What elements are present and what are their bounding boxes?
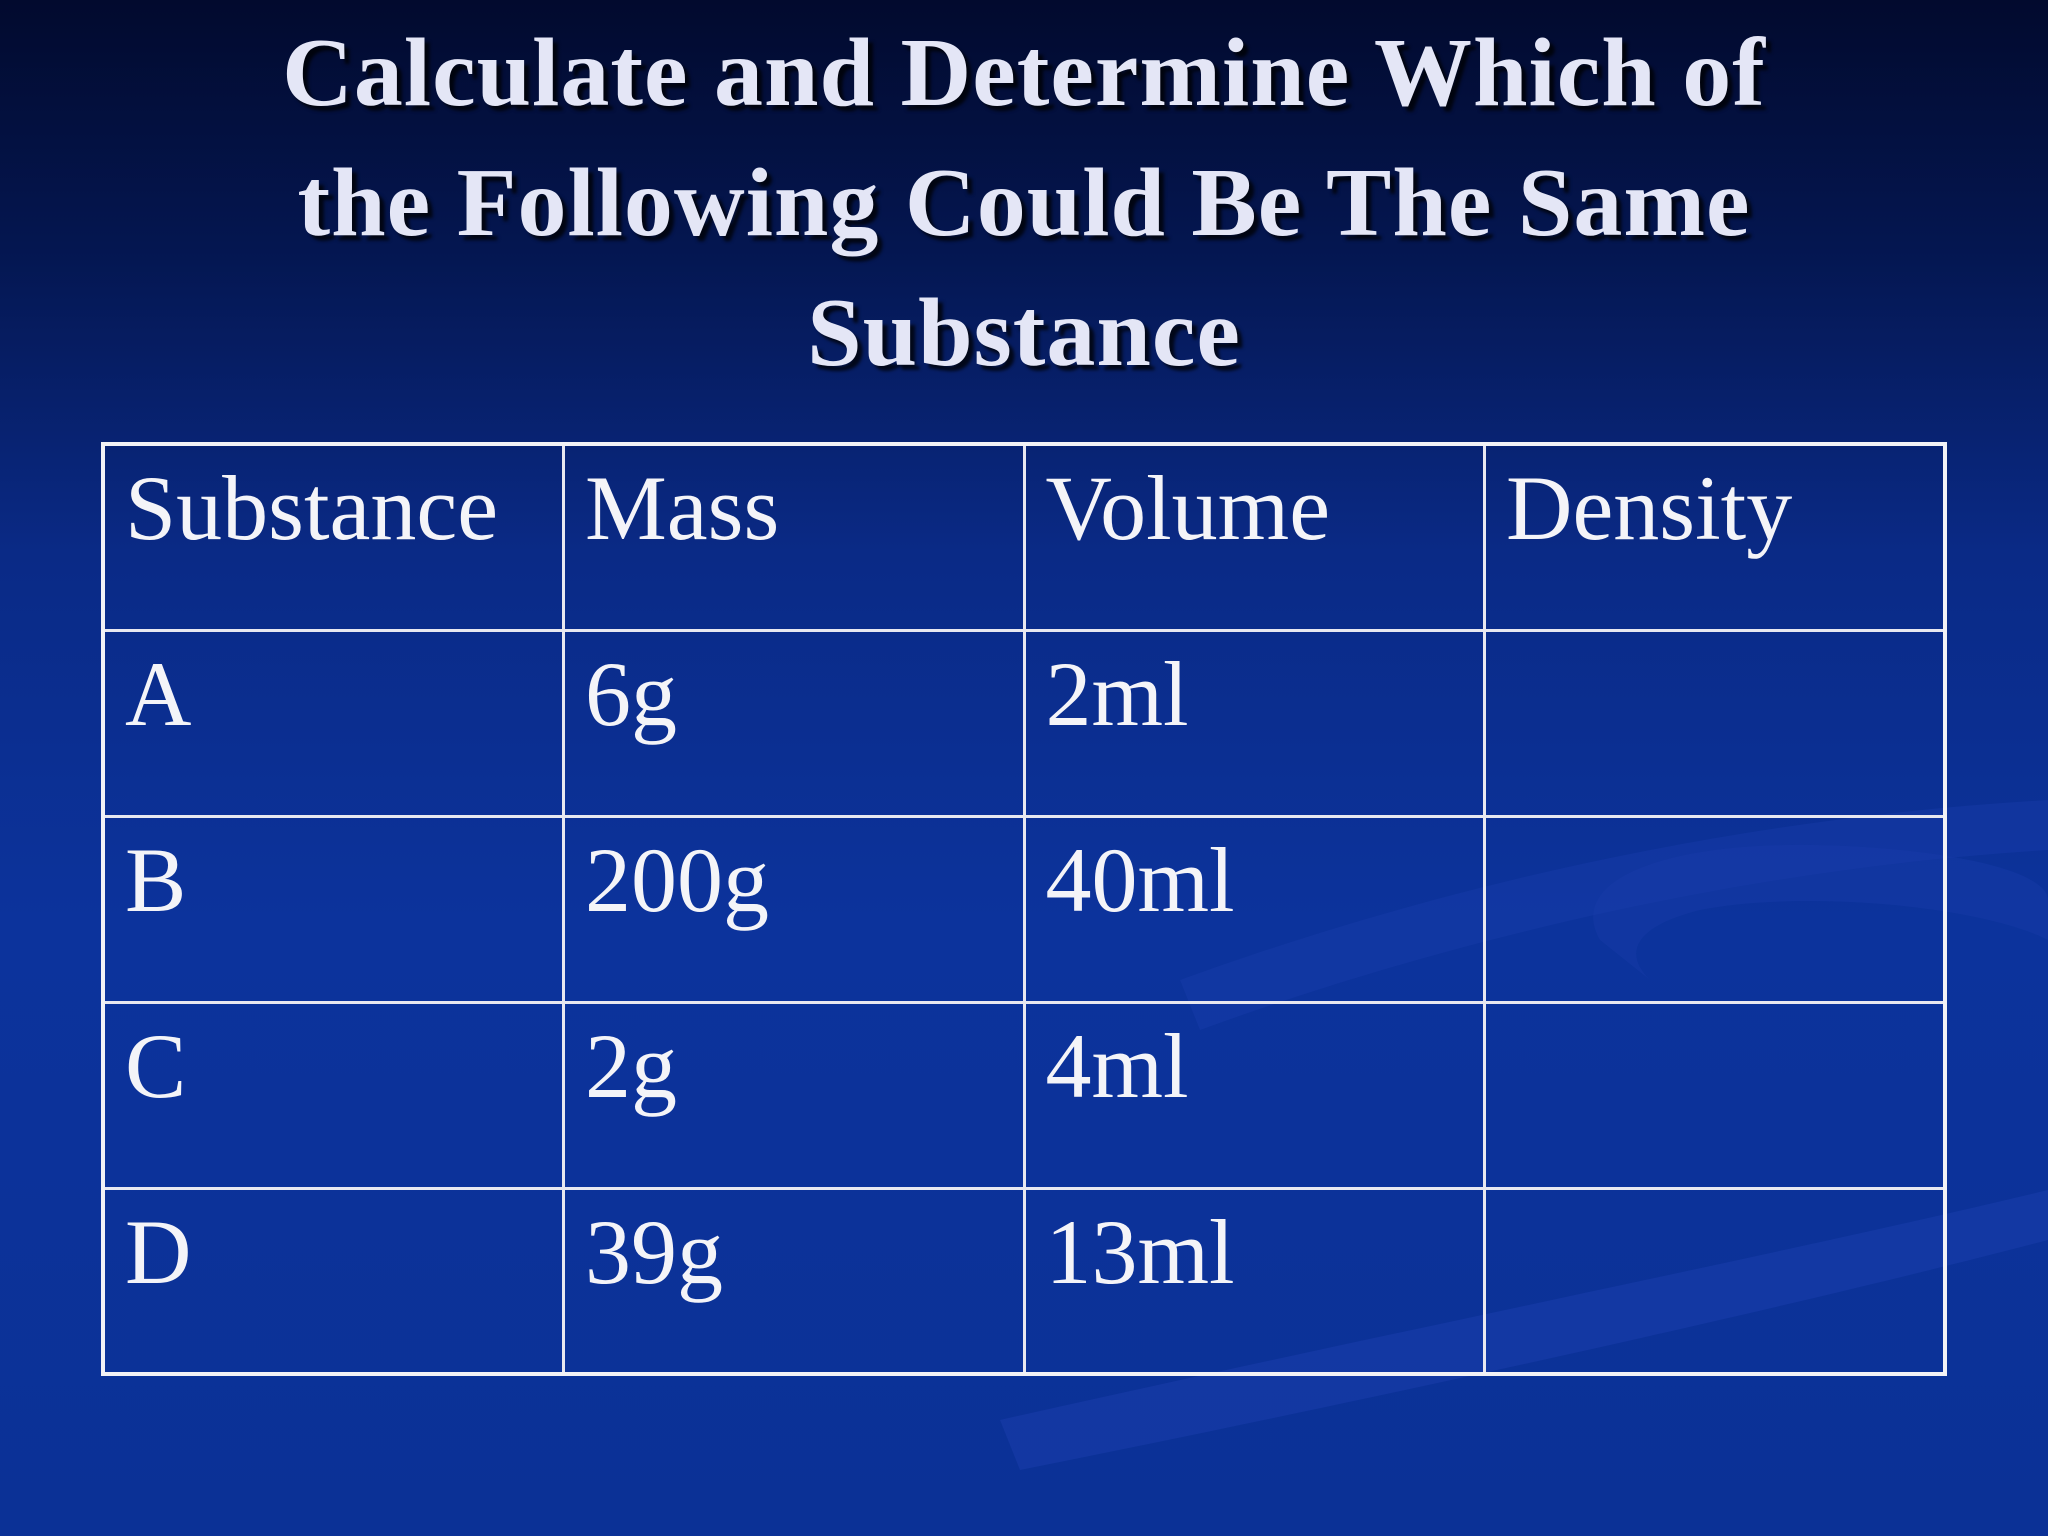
title-line-2: the Following Could Be The Same xyxy=(297,149,1751,257)
table-row: C 2g 4ml xyxy=(101,1000,1947,1190)
slide-title: Calculate and Determine Which of the Fol… xyxy=(0,8,2048,398)
cell-volume: 2ml xyxy=(1022,628,1486,818)
cell-volume: 13ml xyxy=(1022,1186,1486,1376)
table-header-row: Substance Mass Volume Density xyxy=(101,442,1947,632)
header-volume: Volume xyxy=(1022,442,1486,632)
cell-volume: 4ml xyxy=(1022,1000,1486,1190)
cell-substance: D xyxy=(101,1186,565,1376)
header-substance: Substance xyxy=(101,442,565,632)
cell-density xyxy=(1483,628,1947,818)
cell-substance: C xyxy=(101,1000,565,1190)
cell-substance: B xyxy=(101,814,565,1004)
cell-volume: 40ml xyxy=(1022,814,1486,1004)
cell-mass: 200g xyxy=(562,814,1026,1004)
header-density: Density xyxy=(1483,442,1947,632)
title-line-3: Substance xyxy=(807,279,1241,387)
cell-density xyxy=(1483,1000,1947,1190)
cell-substance: A xyxy=(101,628,565,818)
cell-mass: 39g xyxy=(562,1186,1026,1376)
header-mass: Mass xyxy=(562,442,1026,632)
cell-mass: 6g xyxy=(562,628,1026,818)
cell-density xyxy=(1483,814,1947,1004)
cell-density xyxy=(1483,1186,1947,1376)
density-table: Substance Mass Volume Density A 6g 2ml B… xyxy=(101,442,1947,1376)
table-row: B 200g 40ml xyxy=(101,814,1947,1004)
table-row: D 39g 13ml xyxy=(101,1186,1947,1376)
table-row: A 6g 2ml xyxy=(101,628,1947,818)
cell-mass: 2g xyxy=(562,1000,1026,1190)
title-line-1: Calculate and Determine Which of xyxy=(282,19,1766,127)
